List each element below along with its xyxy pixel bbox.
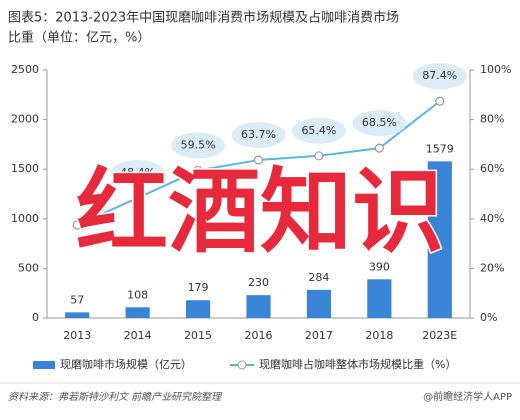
bar (427, 161, 452, 318)
x-tick-label: 2016 (245, 329, 273, 342)
data-label: 1579 (426, 142, 454, 155)
marker (435, 96, 445, 106)
marker (374, 143, 384, 153)
x-tick-label: 2018 (365, 329, 393, 342)
y2-tick-label: 40% (480, 212, 504, 225)
source: 资料来源：弗若斯特沙利文 前瞻产业研究院整理 (8, 391, 223, 403)
bar (125, 307, 150, 318)
legend-label: 现磨咖啡占咖啡整体市场规模比重（%） (259, 357, 456, 371)
bar (185, 300, 211, 318)
label-bubble (291, 117, 346, 144)
marker (133, 193, 143, 203)
label-bubble (412, 63, 467, 90)
data-label: 179 (188, 281, 209, 294)
data-label: 59.5% (181, 138, 216, 151)
y2-tick-label: 60% (480, 162, 504, 175)
label-bubble (110, 159, 165, 186)
y2-tick-label: 100% (480, 63, 511, 76)
credit: @前瞻经济学人APP (423, 390, 512, 403)
x-tick-label: 2014 (124, 329, 152, 342)
data-label: 108 (127, 288, 148, 301)
y-tick-label: 1000 (11, 212, 39, 225)
label-bubble (231, 122, 286, 149)
y-tick-label: 2000 (11, 113, 39, 126)
bar (367, 279, 392, 318)
marker (314, 151, 324, 161)
data-label: 230 (248, 276, 269, 289)
marker (253, 155, 264, 165)
marker (72, 220, 82, 230)
data-label: 390 (369, 260, 390, 273)
bar (246, 295, 271, 318)
chart-title: 比重（单位：亿元，%） (8, 30, 150, 46)
x-tick-label: 2023E (422, 329, 457, 342)
y-tick-label: 0 (32, 311, 39, 324)
y-tick-label: 500 (18, 261, 39, 274)
y-tick-label: 2500 (11, 63, 39, 76)
data-label: 48.4% (120, 166, 155, 179)
data-label: 65.4% (301, 124, 336, 137)
y2-tick-label: 20% (480, 261, 504, 274)
label-bubble (171, 132, 226, 159)
bar (65, 312, 90, 318)
x-tick-label: 2015 (184, 329, 212, 342)
data-label: 63.7% (241, 128, 276, 141)
marker (193, 165, 203, 176)
data-label: 87.4% (422, 69, 457, 82)
data-label: 57 (70, 293, 84, 306)
x-tick-label: 2017 (305, 329, 333, 342)
annotation: 红酒知识 (76, 158, 444, 265)
chart-title: 图表5：2013-2023年中国现磨咖啡消费市场规模及占咖啡消费市场 (8, 10, 399, 26)
y-tick-label: 1500 (11, 162, 39, 175)
y2-tick-label: 80% (480, 113, 504, 126)
legend-swatch (237, 360, 247, 370)
data-label: 68.5% (362, 116, 397, 129)
x-tick-label: 2013 (63, 329, 91, 342)
label-bubble (352, 110, 407, 137)
legend-swatch (33, 361, 55, 369)
legend-label: 现磨咖啡市场规模（亿元） (60, 357, 192, 371)
bar (306, 289, 332, 318)
data-label: 284 (308, 271, 329, 284)
y2-tick-label: 0% (480, 311, 497, 324)
